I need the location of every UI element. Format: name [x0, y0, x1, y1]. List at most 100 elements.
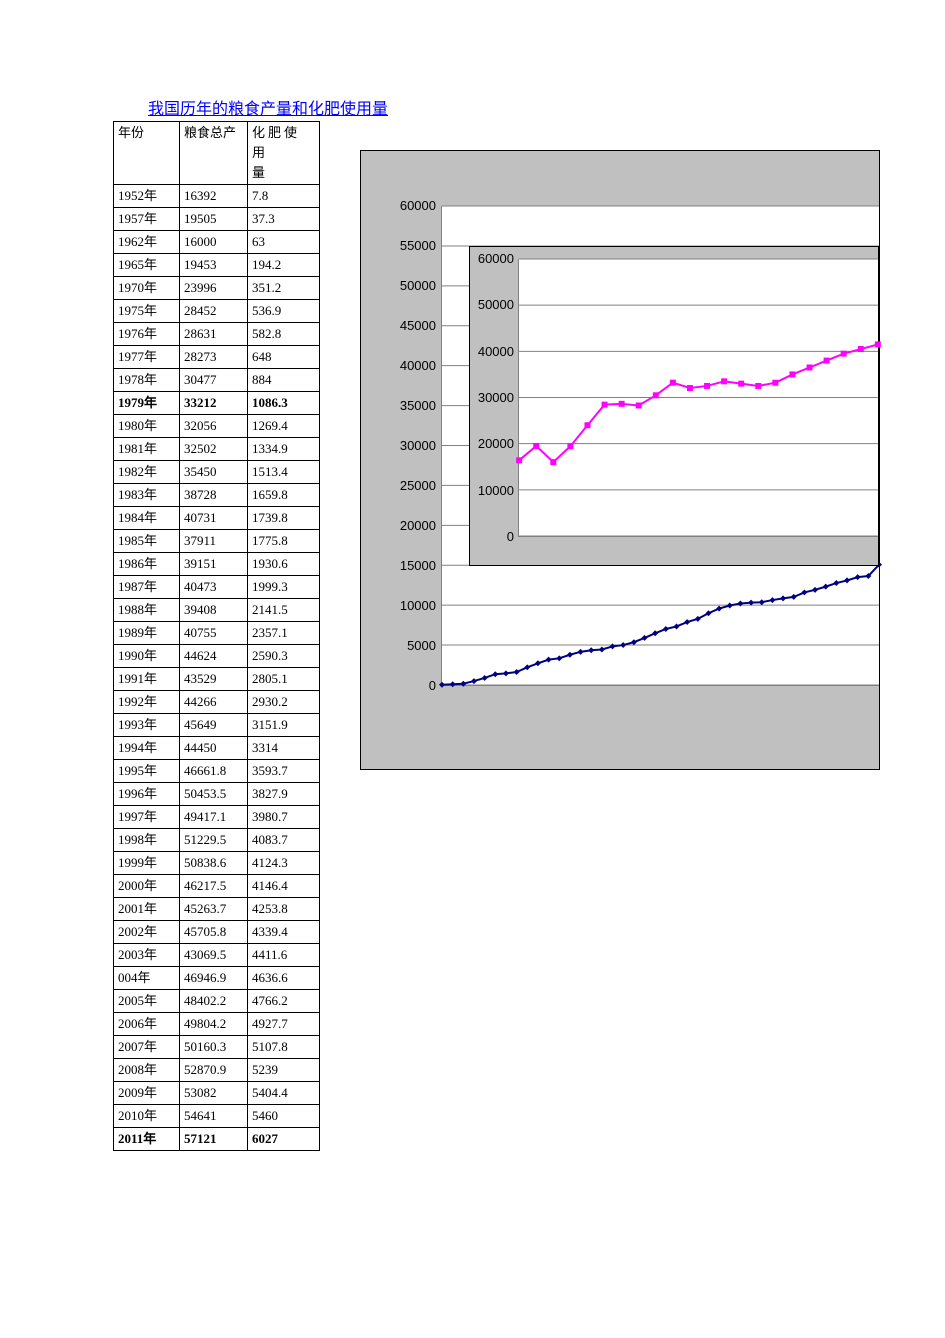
main-ytick-label: 45000 [386, 318, 436, 333]
cell-year: 1970年 [114, 277, 180, 300]
cell-grain: 28631 [180, 323, 248, 346]
table-row: 2001年45263.74253.8 [114, 898, 320, 921]
cell-fert: 1086.3 [248, 392, 320, 415]
cell-grain: 39408 [180, 599, 248, 622]
inset-chart-plot [518, 259, 878, 537]
cell-grain: 16392 [180, 185, 248, 208]
cell-year: 1989年 [114, 622, 180, 645]
cell-year: 1994年 [114, 737, 180, 760]
cell-fert: 4927.7 [248, 1013, 320, 1036]
cell-grain: 40755 [180, 622, 248, 645]
cell-grain: 57121 [180, 1128, 248, 1151]
table-row: 2006年49804.24927.7 [114, 1013, 320, 1036]
cell-fert: 63 [248, 231, 320, 254]
cell-grain: 48402.2 [180, 990, 248, 1013]
cell-grain: 45263.7 [180, 898, 248, 921]
table-row: 1984年407311739.8 [114, 507, 320, 530]
cell-grain: 54641 [180, 1105, 248, 1128]
cell-fert: 1930.6 [248, 553, 320, 576]
table-row: 1976年28631582.8 [114, 323, 320, 346]
cell-fert: 4124.3 [248, 852, 320, 875]
table-row: 1990年446242590.3 [114, 645, 320, 668]
cell-grain: 44266 [180, 691, 248, 714]
cell-fert: 2805.1 [248, 668, 320, 691]
main-ytick-label: 0 [386, 678, 436, 693]
col-header-fertilizer: 化肥使用 量 [248, 122, 320, 185]
cell-year: 1957年 [114, 208, 180, 231]
table-row: 1989年407552357.1 [114, 622, 320, 645]
table-row: 1998年51229.54083.7 [114, 829, 320, 852]
cell-fert: 582.8 [248, 323, 320, 346]
main-ytick-label: 30000 [386, 438, 436, 453]
cell-fert: 536.9 [248, 300, 320, 323]
cell-year: 1984年 [114, 507, 180, 530]
cell-fert: 5239 [248, 1059, 320, 1082]
cell-fert: 2930.2 [248, 691, 320, 714]
cell-grain: 46217.5 [180, 875, 248, 898]
cell-grain: 32056 [180, 415, 248, 438]
cell-year: 1952年 [114, 185, 180, 208]
cell-grain: 23996 [180, 277, 248, 300]
cell-fert: 1334.9 [248, 438, 320, 461]
cell-year: 1998年 [114, 829, 180, 852]
main-ytick-label: 60000 [386, 198, 436, 213]
cell-grain: 37911 [180, 530, 248, 553]
cell-fert: 1999.3 [248, 576, 320, 599]
cell-year: 2007年 [114, 1036, 180, 1059]
cell-year: 1975年 [114, 300, 180, 323]
table-header-row: 年份 粮食总产 化肥使用 量 [114, 122, 320, 185]
cell-fert: 6027 [248, 1128, 320, 1151]
cell-year: 1987年 [114, 576, 180, 599]
cell-grain: 19505 [180, 208, 248, 231]
grain-fertilizer-table: 年份 粮食总产 化肥使用 量 1952年163927.81957年1950537… [113, 121, 320, 1151]
fert-header-line2: 量 [252, 165, 265, 180]
table-row: 1978年30477884 [114, 369, 320, 392]
table-row: 1994年444503314 [114, 737, 320, 760]
cell-year: 1997年 [114, 806, 180, 829]
cell-grain: 28273 [180, 346, 248, 369]
main-ytick-label: 10000 [386, 598, 436, 613]
table-row: 1952年163927.8 [114, 185, 320, 208]
cell-fert: 3980.7 [248, 806, 320, 829]
cell-year: 1979年 [114, 392, 180, 415]
inset-ytick-label: 30000 [466, 390, 514, 405]
table-row: 1988年394082141.5 [114, 599, 320, 622]
table-row: 1999年50838.64124.3 [114, 852, 320, 875]
cell-grain: 43529 [180, 668, 248, 691]
cell-year: 1976年 [114, 323, 180, 346]
cell-fert: 3151.9 [248, 714, 320, 737]
table-row: 1995年46661.83593.7 [114, 760, 320, 783]
cell-year: 004年 [114, 967, 180, 990]
cell-grain: 28452 [180, 300, 248, 323]
table-row: 2008年52870.95239 [114, 1059, 320, 1082]
cell-year: 2006年 [114, 1013, 180, 1036]
cell-year: 1993年 [114, 714, 180, 737]
table-row: 2005年48402.24766.2 [114, 990, 320, 1013]
cell-year: 1992年 [114, 691, 180, 714]
cell-grain: 39151 [180, 553, 248, 576]
cell-fert: 2357.1 [248, 622, 320, 645]
cell-fert: 4146.4 [248, 875, 320, 898]
cell-year: 1986年 [114, 553, 180, 576]
cell-year: 2001年 [114, 898, 180, 921]
cell-grain: 49804.2 [180, 1013, 248, 1036]
cell-fert: 4339.4 [248, 921, 320, 944]
cell-year: 2003年 [114, 944, 180, 967]
table-row: 1977年28273648 [114, 346, 320, 369]
document-title: 我国历年的粮食产量和化肥使用量 [148, 95, 945, 119]
table-row: 1981年325021334.9 [114, 438, 320, 461]
cell-grain: 44450 [180, 737, 248, 760]
cell-grain: 33212 [180, 392, 248, 415]
cell-fert: 37.3 [248, 208, 320, 231]
inset-ytick-label: 40000 [466, 344, 514, 359]
cell-fert: 1513.4 [248, 461, 320, 484]
chart-area: 0500010000150002000025000300003500040000… [360, 150, 880, 770]
cell-fert: 194.2 [248, 254, 320, 277]
cell-grain: 50160.3 [180, 1036, 248, 1059]
table-row: 1983年387281659.8 [114, 484, 320, 507]
cell-grain: 40731 [180, 507, 248, 530]
cell-fert: 1659.8 [248, 484, 320, 507]
table-row: 004年46946.94636.6 [114, 967, 320, 990]
cell-grain: 49417.1 [180, 806, 248, 829]
main-ytick-label: 25000 [386, 478, 436, 493]
